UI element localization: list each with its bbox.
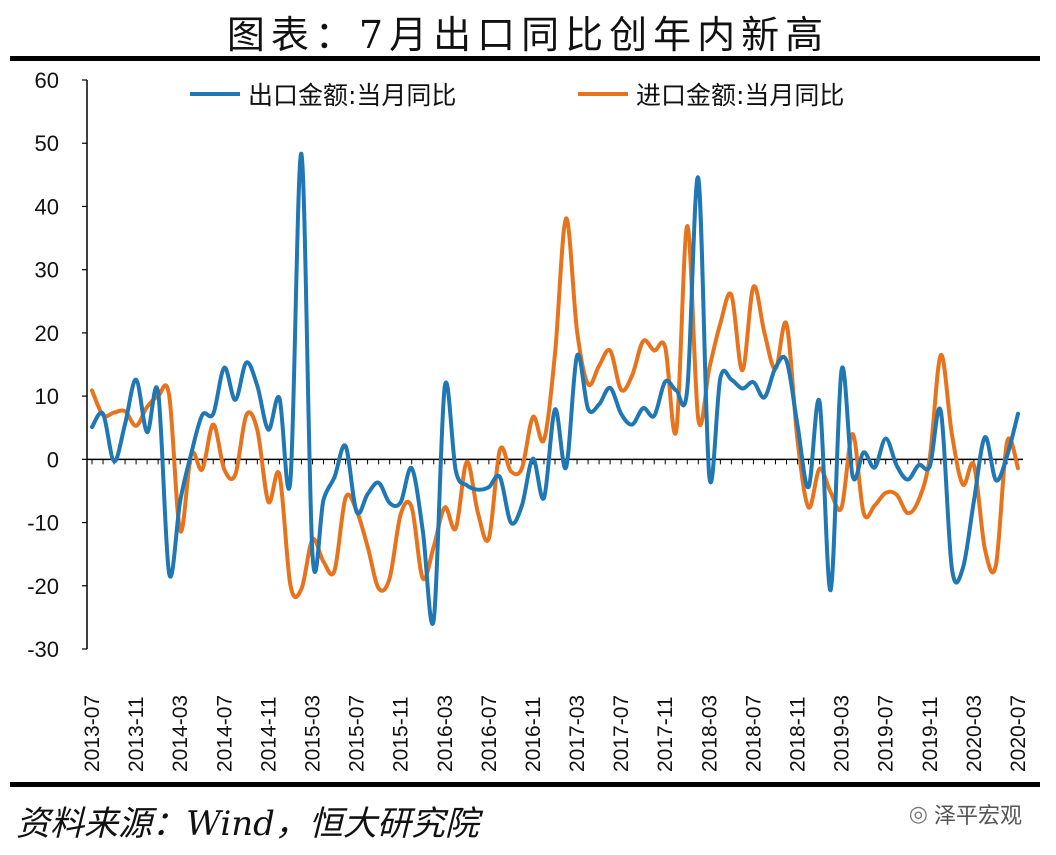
x-tick-label: 2015-11 (390, 696, 413, 772)
x-tick-label: 2016-07 (478, 695, 501, 772)
x-tick-label: 2015-03 (301, 695, 324, 772)
source-note: 资料来源：Wind，恒大研究院 (16, 804, 479, 844)
chart-title: 图表：7月出口同比创年内新高 (226, 13, 830, 57)
import-series-line (90, 216, 1020, 600)
top-rule (10, 56, 1040, 61)
x-tick-label: 2018-03 (698, 695, 721, 772)
brand: ◎ 泽平宏观 (909, 798, 1022, 830)
x-tick-label: 2013-11 (125, 696, 148, 772)
legend-import: 进口金额:当月同比 (578, 76, 844, 112)
line-chart: -30 -20 -10 0 10 20 30 40 50 60 2013-07 2013-11 201… (27, 68, 1030, 772)
x-tick-label: 2017-07 (610, 695, 633, 772)
x-tick-label: 2019-11 (919, 696, 942, 772)
y-tick-label: -30 (27, 637, 59, 662)
legend-export-label: 出口金额:当月同比 (248, 81, 457, 110)
x-tick-label: 2020-03 (963, 695, 986, 772)
legend-import-label: 进口金额:当月同比 (636, 81, 845, 110)
x-tick-label: 2019-03 (831, 695, 854, 772)
x-tick-label: 2020-07 (1007, 695, 1030, 772)
y-tick-label: 50 (35, 131, 59, 156)
legend-export-swatch (190, 92, 240, 96)
x-tick-label: 2019-07 (875, 695, 898, 772)
x-tick-label: 2018-11 (787, 696, 810, 772)
y-tick-label: 60 (35, 68, 59, 93)
x-tick-label: 2016-11 (522, 696, 545, 772)
y-tick-label: 30 (35, 258, 59, 283)
bottom-rule (10, 782, 1040, 787)
y-tick-label: -10 (27, 511, 59, 536)
y-tick-label: 10 (35, 384, 59, 409)
x-tick-label: 2014-03 (169, 695, 192, 772)
x-tick-label: 2017-11 (654, 696, 677, 772)
y-tick-label: 40 (35, 194, 59, 219)
brand-name: 泽平宏观 (933, 804, 1022, 829)
legend-export: 出口金额:当月同比 (190, 76, 456, 112)
x-tick-label: 2018-07 (742, 695, 765, 772)
legend-import-swatch (578, 92, 628, 96)
x-tick-label: 2017-03 (566, 695, 589, 772)
y-tick-label: -20 (27, 574, 59, 599)
x-tick-label: 2014-07 (213, 695, 236, 772)
y-tick-label: 20 (35, 321, 59, 346)
x-tick-label: 2015-07 (346, 695, 369, 772)
y-tick-label: 0 (47, 447, 59, 472)
wechat-icon: ◎ (908, 801, 928, 827)
x-tick-label: 2016-03 (434, 695, 457, 772)
export-series-line (90, 151, 1020, 626)
x-tick-label: 2014-11 (257, 696, 280, 772)
x-tick-label: 2013-07 (81, 695, 104, 772)
